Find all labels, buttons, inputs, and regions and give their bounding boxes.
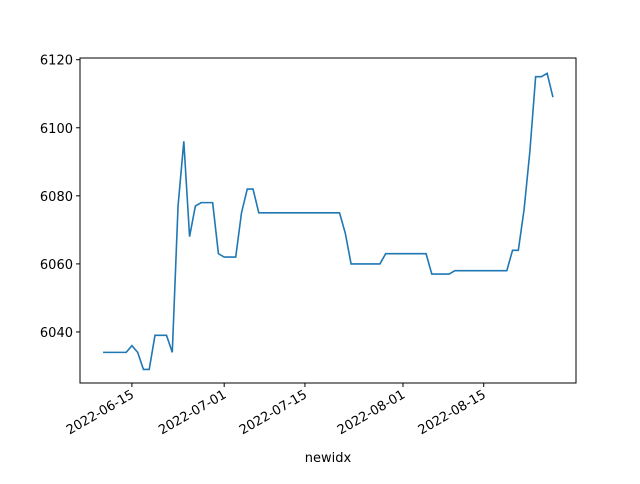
y-tick-label: 6120 xyxy=(40,54,73,69)
y-tick-label: 6040 xyxy=(40,326,73,341)
x-tick-label: 2022-08-01 xyxy=(335,387,408,438)
y-tick-label: 6080 xyxy=(40,190,73,205)
x-tick-label: 2022-08-15 xyxy=(416,387,489,438)
line xyxy=(103,72,554,371)
plot-frame xyxy=(79,57,577,384)
x-tick-label: 2022-07-15 xyxy=(237,387,310,438)
x-tick-label: 2022-07-01 xyxy=(156,387,229,438)
y-tick-label: 6100 xyxy=(40,122,73,137)
y-tick-label: 6060 xyxy=(40,258,73,273)
x-tick-label: 2022-06-15 xyxy=(64,387,137,438)
x-axis-label: newidx xyxy=(305,451,352,466)
